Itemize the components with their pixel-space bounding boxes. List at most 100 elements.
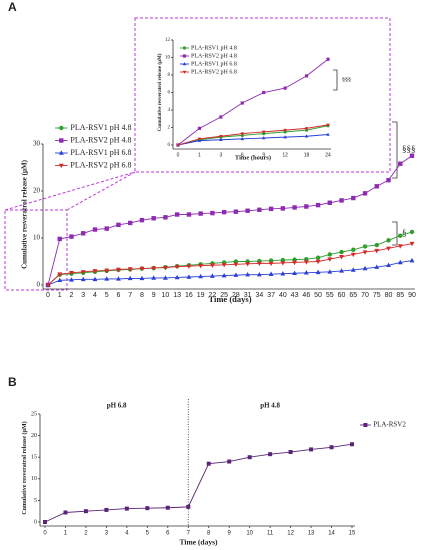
x-tick-label: 2 [70,292,74,299]
inset-frame [134,17,391,173]
legend-label: PLA-RSV2 pH 4.8 [70,135,131,144]
data-point [245,272,251,277]
zoom-frame [4,209,68,291]
series-line [177,125,329,146]
x-tick-label: 14 [328,531,335,537]
x-tick-label: 13 [308,531,315,537]
data-point [386,177,391,183]
data-point [262,90,266,95]
x-tick-label: 5 [146,531,150,537]
data-point [104,507,109,512]
series-line [177,124,329,146]
data-point [210,210,215,216]
x-tick-label: 6 [241,152,244,158]
data-point [198,273,204,279]
data-point [186,274,192,279]
panel-label: A [8,0,17,14]
panel-label: B [8,375,17,389]
data-point [80,276,86,282]
data-point [247,455,252,460]
x-tick-label: 80 [385,292,393,299]
x-tick-label: 75 [373,292,381,299]
x-tick-label: 5 [105,292,109,299]
data-point [304,204,309,209]
data-point [221,209,227,215]
y-tick-label: 25 [31,411,37,417]
y-tick-label: 5 [34,498,37,504]
data-point [92,269,98,274]
y-tick-label: 12 [165,38,171,43]
data-point [280,271,286,276]
x-tick-label: 18 [304,152,310,158]
y-tick-label: 6 [168,91,171,96]
data-point [268,261,274,267]
x-tick-label: 60 [338,292,346,299]
x-tick-label: 0 [177,152,180,158]
data-point [268,206,274,212]
legend-marker [59,125,64,131]
data-point [145,506,150,511]
y-tick-label: 0 [34,519,37,525]
bracket [392,221,398,246]
data-point [398,233,403,238]
x-tick-label: 4 [93,292,97,299]
data-point [240,101,244,105]
data-point [92,227,98,232]
data-point [374,242,379,248]
x-tick-label: 55 [326,292,334,299]
data-point [69,277,74,282]
data-point [127,275,133,281]
data-point [350,252,356,258]
x-tick-label: 9 [152,292,156,299]
data-point [127,267,133,272]
data-point [233,262,239,267]
x-tick-label: 10 [246,531,253,537]
data-point [83,509,88,514]
x-tick-label: 16 [185,292,193,299]
y-tick-label: 0 [37,281,41,289]
data-point [219,137,223,142]
x-tick-label: 1 [58,292,62,299]
data-point [309,447,314,452]
data-point [163,215,168,220]
data-point [303,260,309,265]
data-point [327,252,333,257]
x-tick-label: 1 [64,531,68,537]
data-point [283,86,287,90]
data-point [139,275,145,281]
data-point [221,272,227,278]
data-point [409,153,415,158]
data-point [268,271,274,276]
data-point [174,264,180,270]
x-tick-label: 70 [361,292,369,299]
annotation: § [402,228,407,238]
x-tick-label: 37 [267,292,275,299]
legend-label: PLA-RSV2 [373,421,406,429]
data-point [362,191,368,196]
x-tick-label: 25 [220,292,228,299]
data-point [386,246,391,251]
x-tick-label: 3 [81,292,85,299]
series-line [47,260,413,286]
y-axis-label: Cumulative resveratrol release (µM) [158,53,163,131]
data-point [326,123,330,127]
data-point [186,504,191,509]
data-point [219,134,223,139]
data-point [288,450,293,455]
x-tick-label: 8 [140,292,144,299]
legend-label: PLA-RSV2 pH 6.8 [70,160,131,169]
data-point [245,208,250,213]
data-point [174,212,180,217]
data-point [256,261,262,267]
data-point [304,134,309,138]
data-point [57,272,63,277]
data-point [280,261,286,266]
data-point [92,276,98,282]
data-point [292,270,298,276]
data-point [261,130,266,134]
data-point [198,263,204,269]
bracket [333,69,338,91]
series-line [177,58,329,146]
x-tick-label: 7 [128,292,132,299]
data-point [116,276,121,281]
